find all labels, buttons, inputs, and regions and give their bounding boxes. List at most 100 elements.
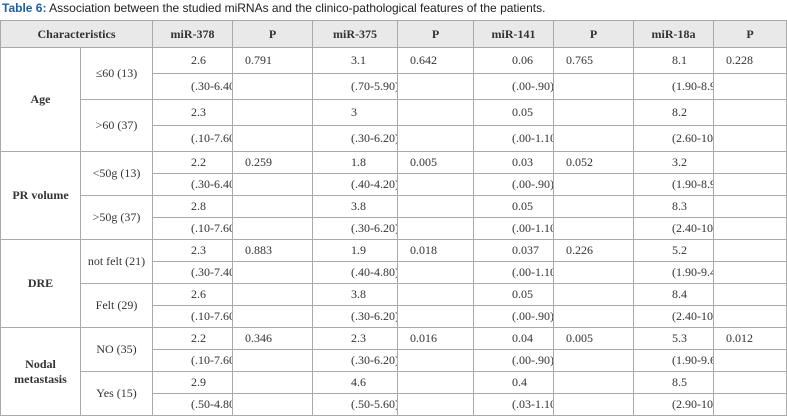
group-label: Nodal metastasis bbox=[0, 327, 81, 416]
table-cell: 0.05 bbox=[473, 195, 555, 218]
header-cell: miR-375 bbox=[312, 20, 399, 48]
table-cell: 0.4 bbox=[473, 371, 555, 394]
table-cell bbox=[713, 217, 787, 240]
table-cell: (2.40-10.10) bbox=[633, 217, 715, 240]
table-cell bbox=[232, 173, 314, 196]
table-row: (.10-7.60) (.30-6.20) (.00-1.10) (2.40-10.1… bbox=[1, 217, 787, 240]
caption-text: Association between the studied miRNAs a… bbox=[49, 1, 546, 15]
table-cell: (.30-6.40) bbox=[152, 73, 234, 100]
table-cell bbox=[232, 195, 314, 218]
table-cell: (.40-4.20) bbox=[312, 173, 399, 196]
table-cell: (.00-.90) bbox=[473, 173, 555, 196]
table-cell: (.30-6.20) bbox=[312, 349, 399, 372]
table-row: Felt (29) 2.6 3.8 0.05 8.4 bbox=[1, 283, 787, 328]
header-cell: miR-141 bbox=[473, 20, 555, 48]
table-cell bbox=[397, 217, 475, 240]
table-cell: (.30-6.20) bbox=[312, 125, 399, 152]
header-cell: P bbox=[553, 20, 635, 48]
table-cell: 1.9 bbox=[312, 239, 399, 262]
table-cell bbox=[232, 349, 314, 372]
table-cell bbox=[713, 239, 787, 262]
table-cell: 0.228 bbox=[713, 47, 787, 74]
table-cell: 8.4 bbox=[633, 283, 715, 306]
table-cell bbox=[397, 261, 475, 284]
subgroup-label: >50g (37) bbox=[79, 195, 154, 240]
header-cell: miR-18a bbox=[633, 20, 715, 48]
table-cell bbox=[397, 349, 475, 372]
table-cell: (.00-1.10) bbox=[473, 217, 555, 240]
table-cell: (.10-7.60) bbox=[152, 125, 234, 152]
table-cell: 0.883 bbox=[232, 239, 314, 262]
table-cell: (.00-.90) bbox=[473, 349, 555, 372]
table-cell bbox=[713, 99, 787, 126]
table-cell bbox=[713, 173, 787, 196]
table-cell: (.40-4.80) bbox=[312, 261, 399, 284]
table-cell: (.10-7.60) bbox=[152, 349, 234, 372]
table-cell: 0.005 bbox=[553, 327, 635, 350]
header-cell: miR-378 bbox=[152, 20, 234, 48]
table-cell bbox=[553, 283, 635, 306]
subgroup-label: ≤60 (13) bbox=[79, 47, 154, 100]
table-cell: 8.2 bbox=[633, 99, 715, 126]
table-cell: (1.90-9.40) bbox=[633, 261, 715, 284]
table-cell bbox=[232, 305, 314, 328]
table-cell bbox=[713, 151, 787, 174]
table-cell bbox=[397, 99, 475, 126]
subgroup-label: not felt (21) bbox=[79, 239, 154, 284]
table-cell: 4.6 bbox=[312, 371, 399, 394]
table-cell: 0.04 bbox=[473, 327, 555, 350]
table-cell: 2.3 bbox=[152, 99, 234, 126]
table-cell: (1.90-8.90) bbox=[633, 73, 715, 100]
table-cell: 0.226 bbox=[553, 239, 635, 262]
table-cell: 0.037 bbox=[473, 239, 555, 262]
table-cell: 5.2 bbox=[633, 239, 715, 262]
header-cell: P bbox=[713, 20, 787, 48]
table-cell bbox=[397, 393, 475, 416]
table-cell bbox=[713, 393, 787, 416]
table-cell: 2.8 bbox=[152, 195, 234, 218]
table-cell: (.30-6.20) bbox=[312, 305, 399, 328]
table-cell: 0.018 bbox=[397, 239, 475, 262]
table-cell: (1.90-9.60) bbox=[633, 349, 715, 372]
table-row: Age ≤60 (13) 2.6 0.791 3.1 0.642 0.06 0.765 8.1 0… bbox=[0, 47, 787, 152]
table-cell: 2.2 bbox=[152, 151, 234, 174]
table-cell: (.30-6.20) bbox=[312, 217, 399, 240]
table-cell: 2.9 bbox=[152, 371, 234, 394]
caption-label: Table 6: bbox=[2, 1, 47, 15]
table-cell bbox=[232, 371, 314, 394]
table-cell bbox=[397, 173, 475, 196]
table-cell: 3.8 bbox=[312, 195, 399, 218]
table-cell: 8.3 bbox=[633, 195, 715, 218]
table-cell bbox=[553, 173, 635, 196]
table-cell bbox=[713, 73, 787, 100]
table-cell: 2.6 bbox=[152, 47, 234, 74]
table-cell: 2.3 bbox=[152, 239, 234, 262]
header-cell: Characteristics bbox=[0, 20, 154, 48]
table-cell: 8.5 bbox=[633, 371, 715, 394]
table-cell: (.50-5.60) bbox=[312, 393, 399, 416]
table-cell: (.50-4.80) bbox=[152, 393, 234, 416]
subgroup-label: <50g (13) bbox=[79, 151, 154, 196]
table-cell bbox=[713, 261, 787, 284]
table-cell: 0.765 bbox=[553, 47, 635, 74]
table-cell bbox=[553, 195, 635, 218]
table-row: >50g (37) 2.8 3.8 0.05 8.3 bbox=[1, 195, 787, 240]
table-cell: 0.005 bbox=[397, 151, 475, 174]
table-cell bbox=[232, 99, 314, 126]
table-cell bbox=[397, 283, 475, 306]
table-cell: (.00-1.10) bbox=[473, 125, 555, 152]
table-cell: (.30-7.40) bbox=[152, 261, 234, 284]
subgroup-label: NO (35) bbox=[79, 327, 154, 372]
table-cell: (.10-7.60) bbox=[152, 217, 234, 240]
table-cell: (2.40-10.1) bbox=[633, 305, 715, 328]
table-cell: 2.3 bbox=[312, 327, 399, 350]
table-cell bbox=[553, 99, 635, 126]
table-cell: 8.1 bbox=[633, 47, 715, 74]
table-cell bbox=[713, 283, 787, 306]
table-cell bbox=[713, 371, 787, 394]
table-cell bbox=[397, 371, 475, 394]
table-cell: 0.346 bbox=[232, 327, 314, 350]
table-row: (.10-7.60) (.30-6.20) (.00-.90) (2.40-10.1) bbox=[1, 305, 787, 328]
